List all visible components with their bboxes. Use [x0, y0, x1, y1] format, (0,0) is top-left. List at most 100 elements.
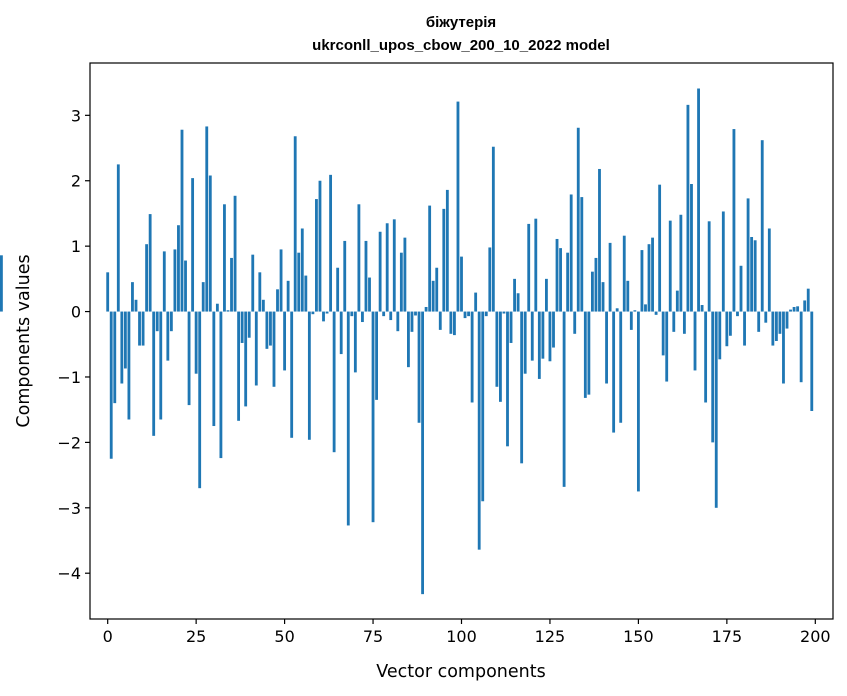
bar: [109, 311, 113, 459]
bar: [605, 311, 608, 384]
bar: [424, 306, 428, 312]
bar: [442, 208, 446, 312]
bar: [767, 228, 771, 312]
bar: [106, 272, 110, 312]
bar: [322, 311, 325, 322]
bar: [707, 221, 711, 312]
bar: [506, 311, 509, 447]
bar: [201, 282, 205, 312]
bar: [785, 311, 789, 329]
bar: [548, 311, 552, 362]
bar: [361, 311, 364, 323]
bar: [368, 277, 371, 312]
bar: [562, 311, 566, 487]
bar: [806, 288, 810, 312]
bar: [318, 180, 322, 312]
bar: [219, 311, 223, 459]
bar: [796, 306, 800, 312]
bar: [601, 282, 605, 312]
bar: [162, 251, 166, 312]
bar: [396, 311, 400, 332]
chart-title: біжутерія: [426, 14, 496, 31]
bar: [435, 267, 439, 312]
bar: [509, 311, 513, 343]
bar: [690, 184, 693, 312]
bar: [375, 311, 378, 400]
bar: [711, 311, 715, 443]
bar: [290, 311, 294, 438]
bar: [460, 256, 463, 312]
bar: [223, 204, 226, 312]
bar: [488, 247, 492, 312]
x-tick-label: 100: [446, 627, 477, 646]
bar: [629, 311, 633, 330]
bar: [679, 214, 683, 312]
bar: [746, 198, 750, 312]
bar: [559, 248, 562, 312]
bar: [520, 311, 524, 464]
x-tick-label: 75: [363, 627, 383, 646]
bar: [491, 146, 495, 312]
bar: [385, 223, 389, 312]
bar: [378, 231, 382, 312]
x-tick-label: 125: [535, 627, 566, 646]
bar: [237, 311, 241, 421]
bar: [463, 311, 467, 319]
x-axis-label: Vector components: [376, 662, 545, 682]
x-tick-label: 0: [103, 627, 113, 646]
bar: [346, 311, 350, 526]
bar: [626, 280, 630, 312]
bar: [276, 289, 279, 312]
plot-frame: [89, 62, 834, 620]
bar: [297, 252, 301, 312]
bar: [513, 278, 516, 312]
bar: [704, 311, 708, 403]
bar: [215, 303, 219, 312]
x-axis: 0 25 50 75 100 125 150 175 200: [103, 619, 831, 646]
bar: [700, 305, 704, 312]
bar: [350, 311, 354, 317]
bar: [774, 311, 778, 341]
y-tick-label: 0: [71, 303, 81, 322]
bar: [661, 311, 665, 356]
bar: [353, 311, 357, 373]
bar: [523, 311, 527, 374]
bar: [428, 205, 432, 312]
bar-series: [0, 88, 814, 595]
bar: [590, 271, 594, 312]
bar: [541, 311, 545, 359]
bar: [622, 235, 626, 312]
bar: [757, 311, 761, 332]
bar: [445, 189, 449, 312]
bar: [279, 249, 283, 312]
bar: [180, 129, 184, 312]
bar: [364, 240, 368, 312]
bar: [771, 311, 775, 346]
bar: [552, 311, 555, 348]
bar: [612, 311, 616, 433]
bar: [123, 311, 127, 369]
bar: [187, 311, 191, 406]
bar: [304, 275, 308, 312]
bar: [633, 310, 637, 312]
bar: [658, 184, 662, 312]
bar: [194, 311, 198, 374]
bar: [382, 311, 386, 317]
bar: [721, 211, 725, 312]
bar: [481, 311, 485, 502]
bar: [453, 311, 456, 336]
bar: [598, 168, 601, 312]
bar: [467, 311, 470, 317]
y-tick-label: 2: [71, 172, 81, 191]
y-axis-label: Components values: [14, 254, 34, 427]
bar: [261, 299, 265, 312]
bar: [530, 311, 534, 361]
bar: [410, 311, 414, 332]
bar: [555, 238, 559, 312]
bar: [760, 140, 764, 312]
bar: [456, 101, 460, 312]
y-tick-label: −2: [57, 433, 81, 452]
bar: [477, 311, 481, 550]
bar: [251, 254, 255, 312]
